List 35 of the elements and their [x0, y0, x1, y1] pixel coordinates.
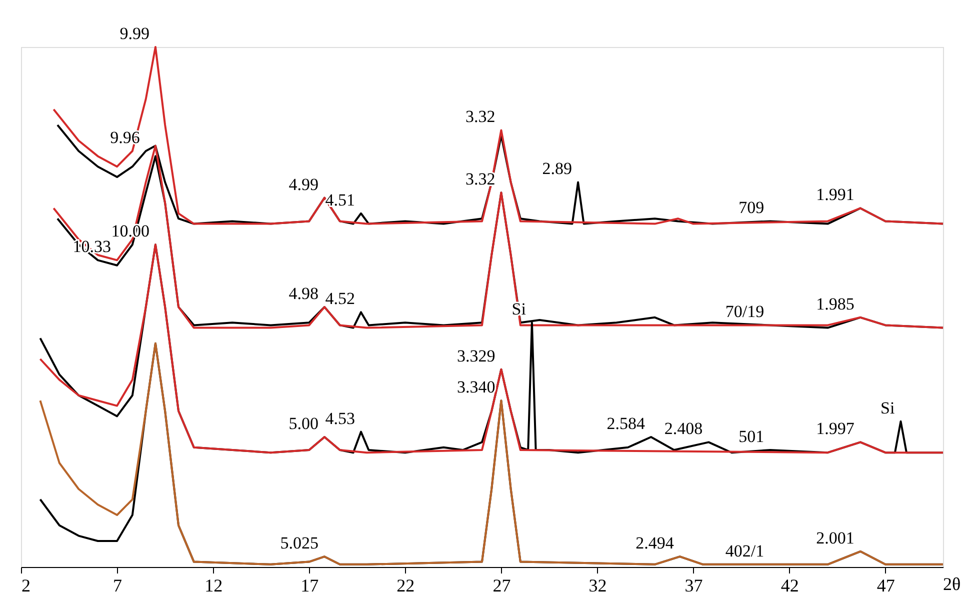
annotation: 3.340 [456, 378, 496, 397]
annotation: 2.494 [636, 534, 674, 553]
x-tick-label: 17 [300, 576, 319, 596]
annotation: 402/1 [725, 541, 764, 560]
x-tick-label: 37 [684, 576, 703, 596]
annotation: 501 [738, 427, 764, 446]
annotation: 2.89 [542, 159, 572, 178]
annotation: 4.52 [325, 289, 355, 308]
annotation: 4.99 [288, 174, 318, 194]
x-tick-label: 27 [492, 576, 511, 596]
x-tick-label: 22 [396, 576, 415, 596]
annotation: 1.997 [816, 419, 855, 438]
annotation: 2.408 [664, 419, 703, 438]
x-tick-label: 42 [780, 576, 799, 596]
x-tick-label: 12 [204, 576, 223, 596]
annotation: 9.99 [120, 24, 150, 43]
x-tick-label: 32 [588, 576, 607, 596]
annotation: 1.985 [816, 294, 854, 314]
annotation: 4.98 [288, 284, 318, 303]
annotation: 70/19 [725, 302, 764, 322]
annotation: 5.00 [288, 414, 318, 433]
annotation: 1.991 [816, 185, 854, 204]
annotation: 4.53 [325, 408, 355, 428]
annotation: 709 [738, 198, 764, 218]
x-tick-label: 47 [876, 576, 895, 596]
annotation: 3.329 [456, 346, 496, 366]
annotation: 4.51 [325, 190, 355, 210]
x-tick-label: 7 [113, 576, 122, 596]
annotation: Si [880, 398, 896, 418]
annotation: 5.025 [280, 534, 318, 553]
annotation: 3.32 [465, 107, 496, 126]
x-tick-label: 2 [22, 576, 30, 596]
x-axis-title: 2θ [943, 574, 961, 594]
annotation: 2.001 [816, 528, 854, 548]
annotation: 2.584 [606, 414, 646, 433]
